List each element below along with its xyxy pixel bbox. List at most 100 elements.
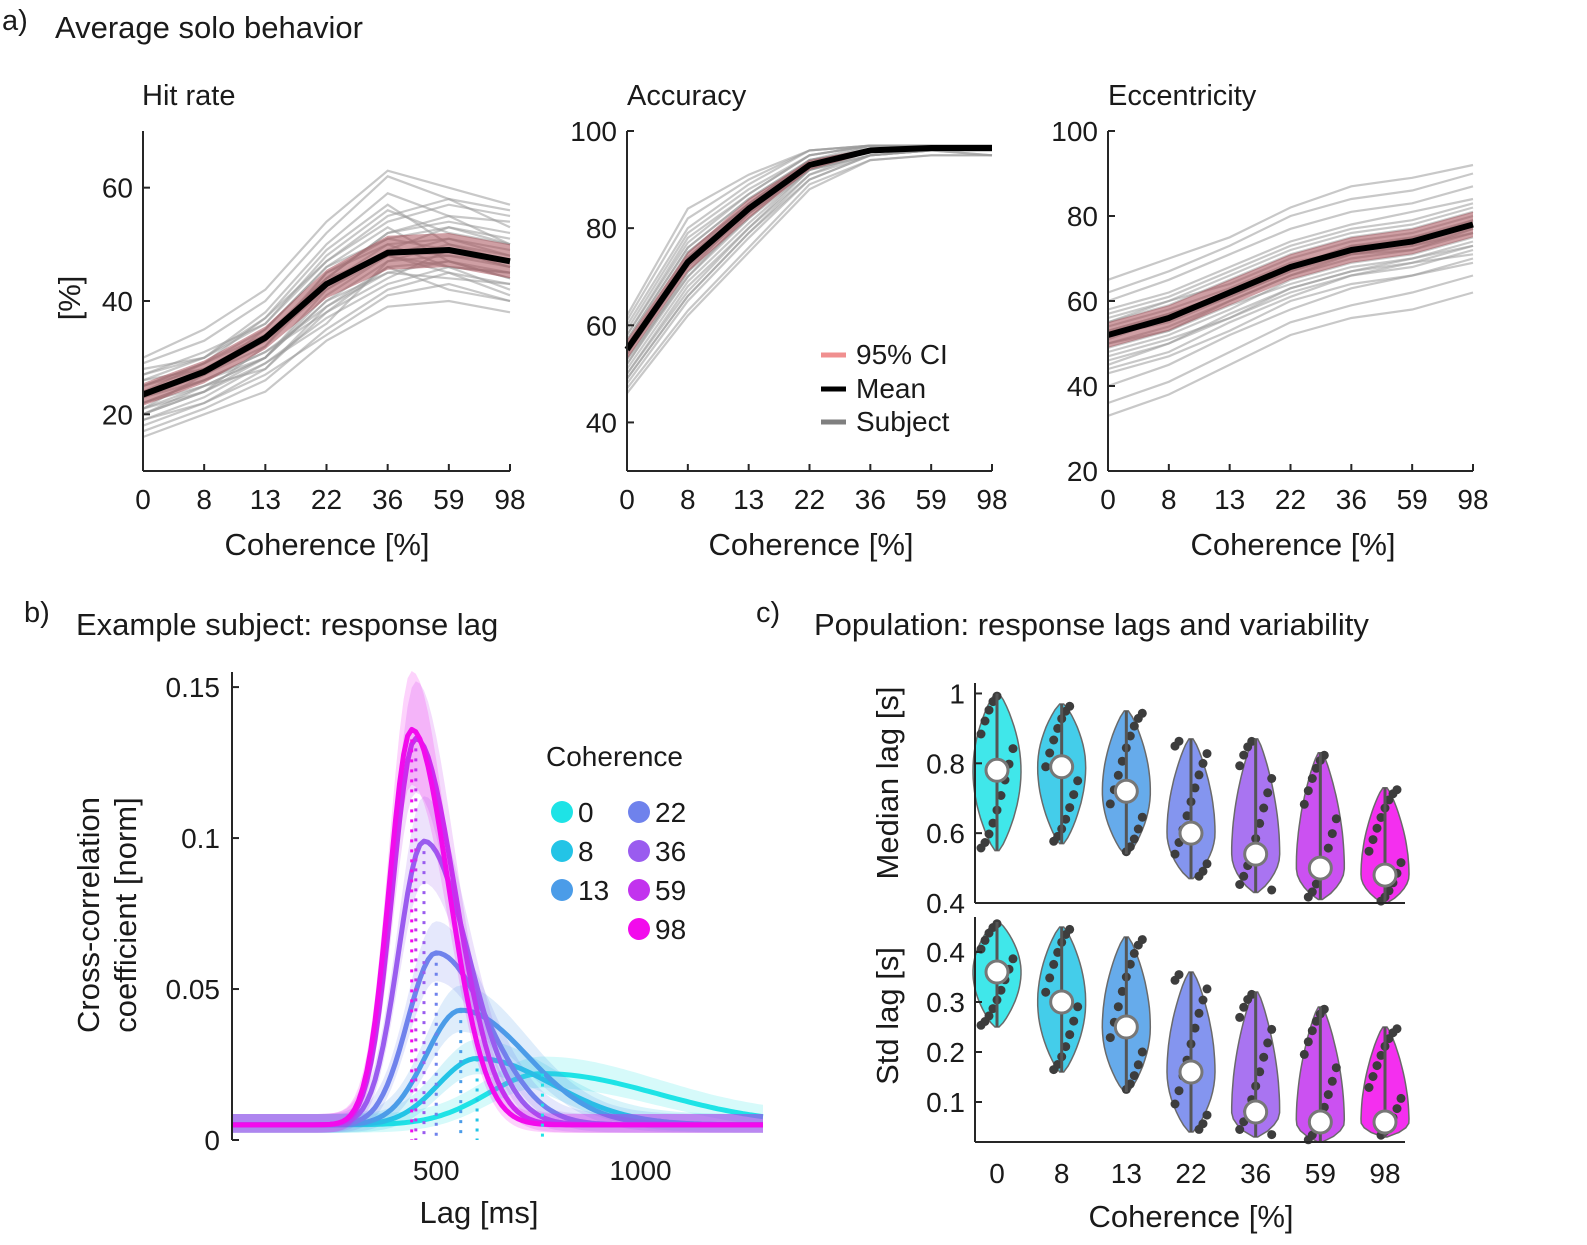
subject-point <box>1065 701 1075 711</box>
subject-point <box>1247 989 1257 999</box>
legend-mean-label: Mean <box>856 373 926 404</box>
median-marker-coh-22 <box>1178 1059 1204 1085</box>
subject-point <box>1267 774 1277 783</box>
legend-coh-59-label: 59 <box>655 875 686 906</box>
legend-coh-8-label: 8 <box>578 836 594 867</box>
median-marker-coh-36 <box>1243 841 1269 867</box>
y-tick-label: 80 <box>1067 201 1098 232</box>
subject-point <box>1190 1023 1200 1033</box>
legend-a: 95% CI Mean Subject <box>821 339 950 437</box>
x-tick-label: 59 <box>1397 484 1428 515</box>
subject-point <box>1368 835 1378 845</box>
y-tick-label: 0.05 <box>166 974 221 1005</box>
subject-point <box>984 1011 994 1021</box>
mean-line <box>624 145 992 352</box>
subject-point <box>1073 1002 1083 1012</box>
legend-subject-label: Subject <box>856 406 950 437</box>
y-tick-label: 0.3 <box>926 987 965 1018</box>
x-tick-label: 98 <box>1457 484 1488 515</box>
subject-point <box>1392 1104 1402 1114</box>
subject-point <box>1235 1012 1245 1022</box>
subject-point <box>1239 750 1249 760</box>
legend-coh-13-label: 13 <box>578 875 609 906</box>
subject-point <box>1202 1110 1212 1120</box>
subject-point <box>1396 858 1406 868</box>
legend-coh-8-marker <box>551 840 573 862</box>
subject-point <box>1235 761 1245 771</box>
subject-point <box>1235 880 1245 889</box>
subject-point <box>1267 1130 1277 1140</box>
x-tick-label: 13 <box>1214 484 1245 515</box>
subject-point <box>1174 1086 1184 1096</box>
y-tick-label: 100 <box>570 116 617 147</box>
subject-point <box>976 729 986 739</box>
legend-coh-0-marker <box>551 801 573 823</box>
subject-point <box>1113 1002 1123 1012</box>
legend-coh-13-marker <box>551 879 573 901</box>
subject-point <box>1174 736 1184 746</box>
subject-line <box>1107 202 1474 315</box>
subject-point <box>1364 1083 1374 1092</box>
y-tick-label: 0.1 <box>181 823 220 854</box>
x-tick-label: 36 <box>1336 484 1367 515</box>
lag-plot: 0 0.05 0.1 0.15 500 1000 <box>166 671 764 1186</box>
subject-point <box>1319 1102 1329 1112</box>
x-tick-label: 0 <box>135 484 151 515</box>
subject-point <box>1323 1090 1333 1100</box>
panel-b-label: b) <box>24 597 50 629</box>
subject-point <box>1392 785 1402 795</box>
subject-point <box>1255 1067 1265 1077</box>
legend-coh-98-marker <box>628 918 650 940</box>
legend-b-title: Coherence <box>546 741 683 772</box>
median-marker-coh-0 <box>984 959 1010 985</box>
median-marker-coh-22 <box>1178 820 1204 846</box>
subject-point <box>1396 1093 1406 1103</box>
subject-point <box>1105 799 1115 809</box>
subject-point <box>1392 1024 1402 1034</box>
subject-point <box>984 705 994 715</box>
subject-point <box>980 838 990 847</box>
subject-point <box>996 985 1006 995</box>
subject-point <box>1364 846 1374 856</box>
legend-coh-22-label: 22 <box>655 797 686 828</box>
subject-point <box>1327 1076 1337 1086</box>
x-tick-label: 36 <box>372 484 403 515</box>
subject-line <box>626 154 992 394</box>
y-tick-label: 60 <box>102 173 133 204</box>
subject-point <box>1239 1002 1249 1012</box>
legend-ci-label: 95% CI <box>856 339 948 370</box>
mean-line <box>1107 221 1474 338</box>
subject-point <box>1202 749 1212 759</box>
subject-point <box>1137 1047 1147 1057</box>
subject-point <box>1113 770 1123 780</box>
median-marker-coh-59 <box>1307 855 1333 881</box>
subject-line <box>142 169 511 359</box>
legend-coh-36-label: 36 <box>655 836 686 867</box>
ci-band <box>1108 211 1473 348</box>
x-tick-label: 0 <box>619 484 635 515</box>
subject-point <box>1194 770 1204 780</box>
subject-point <box>1129 834 1139 844</box>
subject-point <box>1117 756 1127 766</box>
violin-xlabel: Coherence [%] <box>1088 1199 1293 1234</box>
eccentricity-xlabel: Coherence [%] <box>1190 527 1395 562</box>
ci-band-coh-59 <box>232 681 763 1133</box>
subject-point <box>1053 723 1063 733</box>
y-tick-label: 20 <box>102 399 133 430</box>
x-tick-label: 8 <box>1161 484 1177 515</box>
curve-coh-98 <box>232 726 763 1128</box>
y-tick-label: 100 <box>1051 116 1098 147</box>
y-tick-label: 0.15 <box>166 672 221 703</box>
subject-point <box>1069 790 1079 800</box>
subject-point <box>1311 879 1321 889</box>
subject-line <box>142 203 511 376</box>
subject-point <box>1049 735 1059 745</box>
x-tick-label: 59 <box>433 484 464 515</box>
subject-point <box>996 791 1006 800</box>
subject-point <box>1170 1099 1180 1109</box>
y-tick-label: 0.4 <box>926 937 965 968</box>
median-marker-coh-0 <box>984 757 1010 783</box>
y-tick-label: 0.4 <box>926 888 965 919</box>
subject-point <box>1327 829 1337 839</box>
